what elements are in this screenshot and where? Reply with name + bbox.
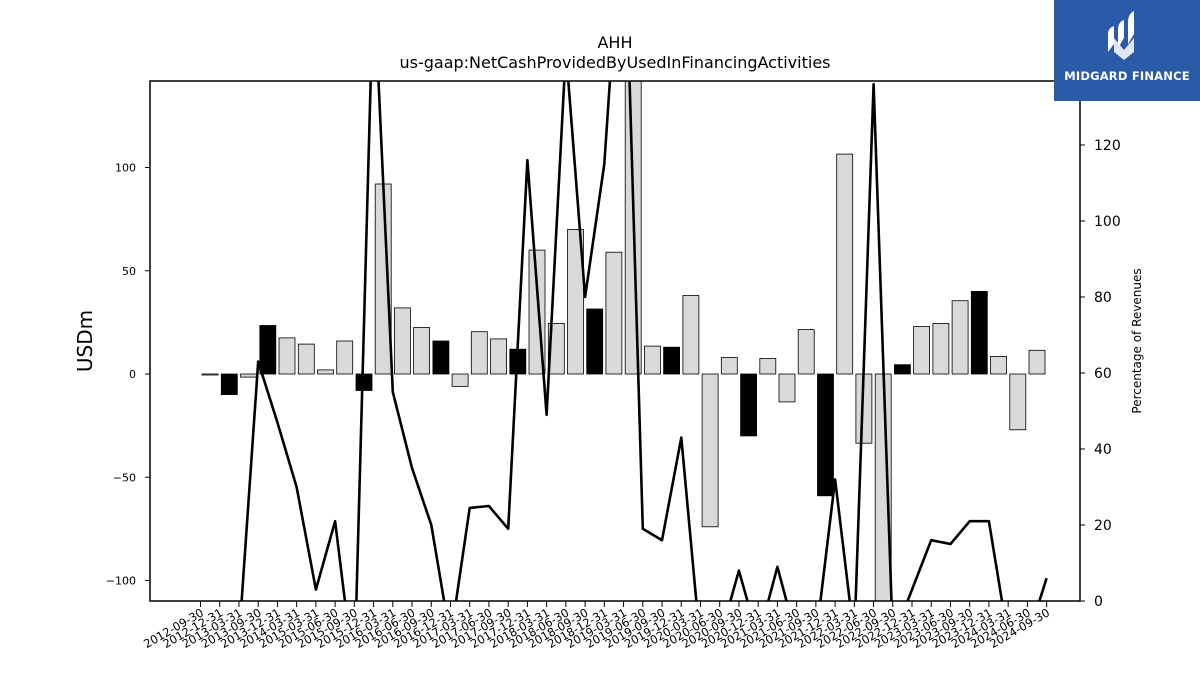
y-tick-label: 100 [115,162,136,175]
bar [720,357,738,375]
bar [932,322,950,375]
bar [336,340,354,375]
bar [317,369,334,375]
bar [451,373,469,387]
bar [567,229,584,375]
bar [894,364,911,375]
bar [701,373,719,528]
bar [547,322,565,375]
bar [759,358,777,375]
chart-subtitle: us-gaap:NetCashProvidedByUsedInFinancing… [399,53,830,72]
bar [278,337,296,375]
plot-frame [149,80,1081,602]
bar [393,307,411,375]
brand-logo: MIDGARD FINANCE [1054,0,1200,101]
y2-axis-label: Percentage of Revenues [1130,268,1144,413]
bar [586,308,604,375]
brand-name: MIDGARD FINANCE [1064,69,1190,83]
y-axis-label: USDm [73,310,97,372]
bar [413,327,431,375]
y-tick-label: 50 [122,265,136,278]
bar [913,326,930,375]
bar [297,343,315,375]
y2-tick-label: 40 [1094,442,1112,458]
y2-tick-label: 60 [1094,366,1112,382]
y-tick-label: −100 [106,575,136,588]
bar [490,338,508,375]
bar [220,373,238,396]
bar [778,373,796,403]
bar [990,355,1007,375]
chart-title: AHH [597,33,632,52]
plot-area: −100−500501000204060801001202012-09-3020… [106,80,1121,651]
bar [817,373,834,497]
plot-clip-group [201,81,1048,601]
bar [663,346,680,375]
y2-tick-label: 20 [1094,518,1112,534]
bar [836,153,854,375]
bar [201,373,219,376]
bar [797,329,815,375]
bar [240,373,258,378]
bar [605,251,623,375]
bar [951,300,969,375]
bar [1009,373,1027,431]
bar [355,373,373,391]
bar [1028,349,1046,375]
y2-tick-label: 100 [1094,214,1121,230]
y2-tick-label: 80 [1094,290,1112,306]
y2-tick-label: 120 [1094,138,1121,154]
bar [682,295,700,375]
y2-tick-label: 0 [1094,594,1103,610]
y-tick-label: −50 [113,471,136,484]
bar [740,373,757,437]
bar [970,290,988,375]
y-tick-label: 0 [129,368,136,381]
series-line [240,81,1048,601]
bar [470,331,488,375]
bar [644,345,661,375]
bar [259,325,277,375]
brand-mark-icon [1108,11,1134,60]
bar [432,340,450,375]
